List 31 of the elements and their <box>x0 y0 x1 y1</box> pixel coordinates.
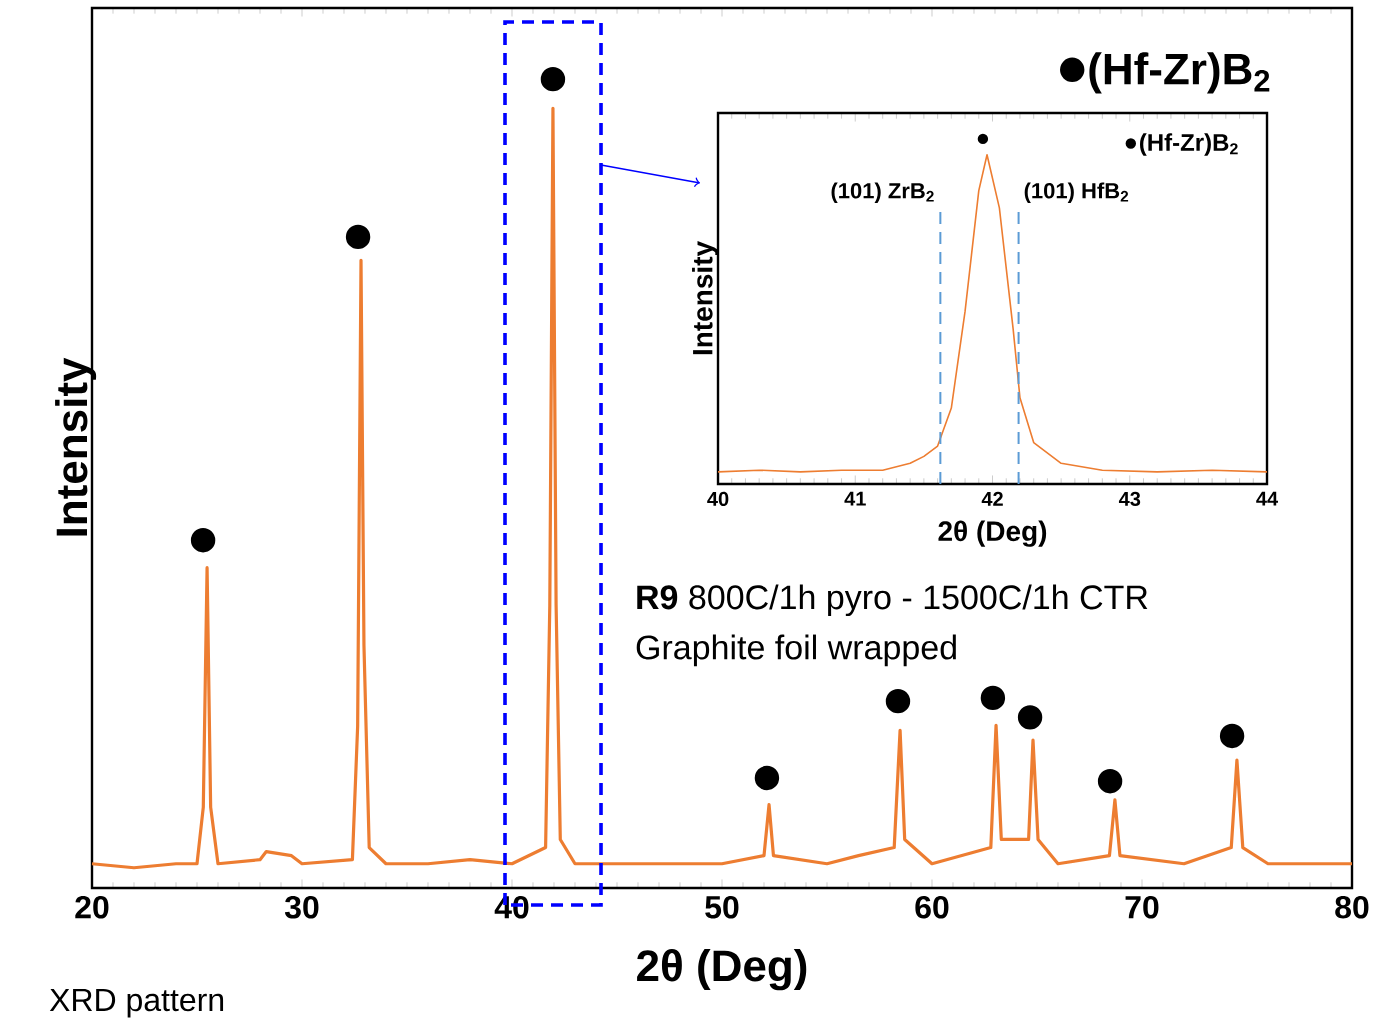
point <box>1017 705 1043 730</box>
x-tick-label: 60 <box>915 895 949 919</box>
x-tick-label: 40 <box>707 491 729 507</box>
x-tick-label: 43 <box>1118 491 1141 507</box>
point <box>190 528 216 553</box>
x-tick-label: 41 <box>844 491 866 506</box>
ref-line-label: (101) ZrB$_{2}$ <box>831 182 934 203</box>
x-tick-label: 50 <box>705 895 739 919</box>
x-axis-title: 2θ (Deg) <box>938 520 1047 547</box>
text: XRD pattern <box>49 988 224 1018</box>
ref-line-label: (101) HfB$_{2}$ <box>1024 182 1129 203</box>
x-tick-label: 44 <box>1256 491 1279 506</box>
x-tick-label: 70 <box>1125 895 1159 919</box>
point <box>1097 769 1123 794</box>
point <box>754 765 780 791</box>
legend-label: (Hf-Zr)B$_{2}$ <box>1140 133 1238 156</box>
x-tick-label: 20 <box>75 895 109 919</box>
point <box>345 224 371 250</box>
y-axis-title: Intensity <box>55 357 97 536</box>
point <box>540 66 566 92</box>
point <box>980 685 1006 711</box>
x-axis-title: 2θ (Deg) <box>637 949 807 991</box>
y-axis-title: Intensity <box>692 241 719 355</box>
point <box>885 688 911 714</box>
point <box>1219 723 1245 749</box>
annotation: Graphite foil wrapped <box>636 634 956 667</box>
x-tick-label: 30 <box>284 895 319 919</box>
x-tick-label: 80 <box>1335 895 1369 919</box>
legend-label: (Hf-Zr)B$_{2}$ <box>1089 52 1270 94</box>
annotation: R9 800C/1h pyro - 1500C/1h CTR <box>637 584 1148 617</box>
x-tick-label: 42 <box>981 491 1003 506</box>
